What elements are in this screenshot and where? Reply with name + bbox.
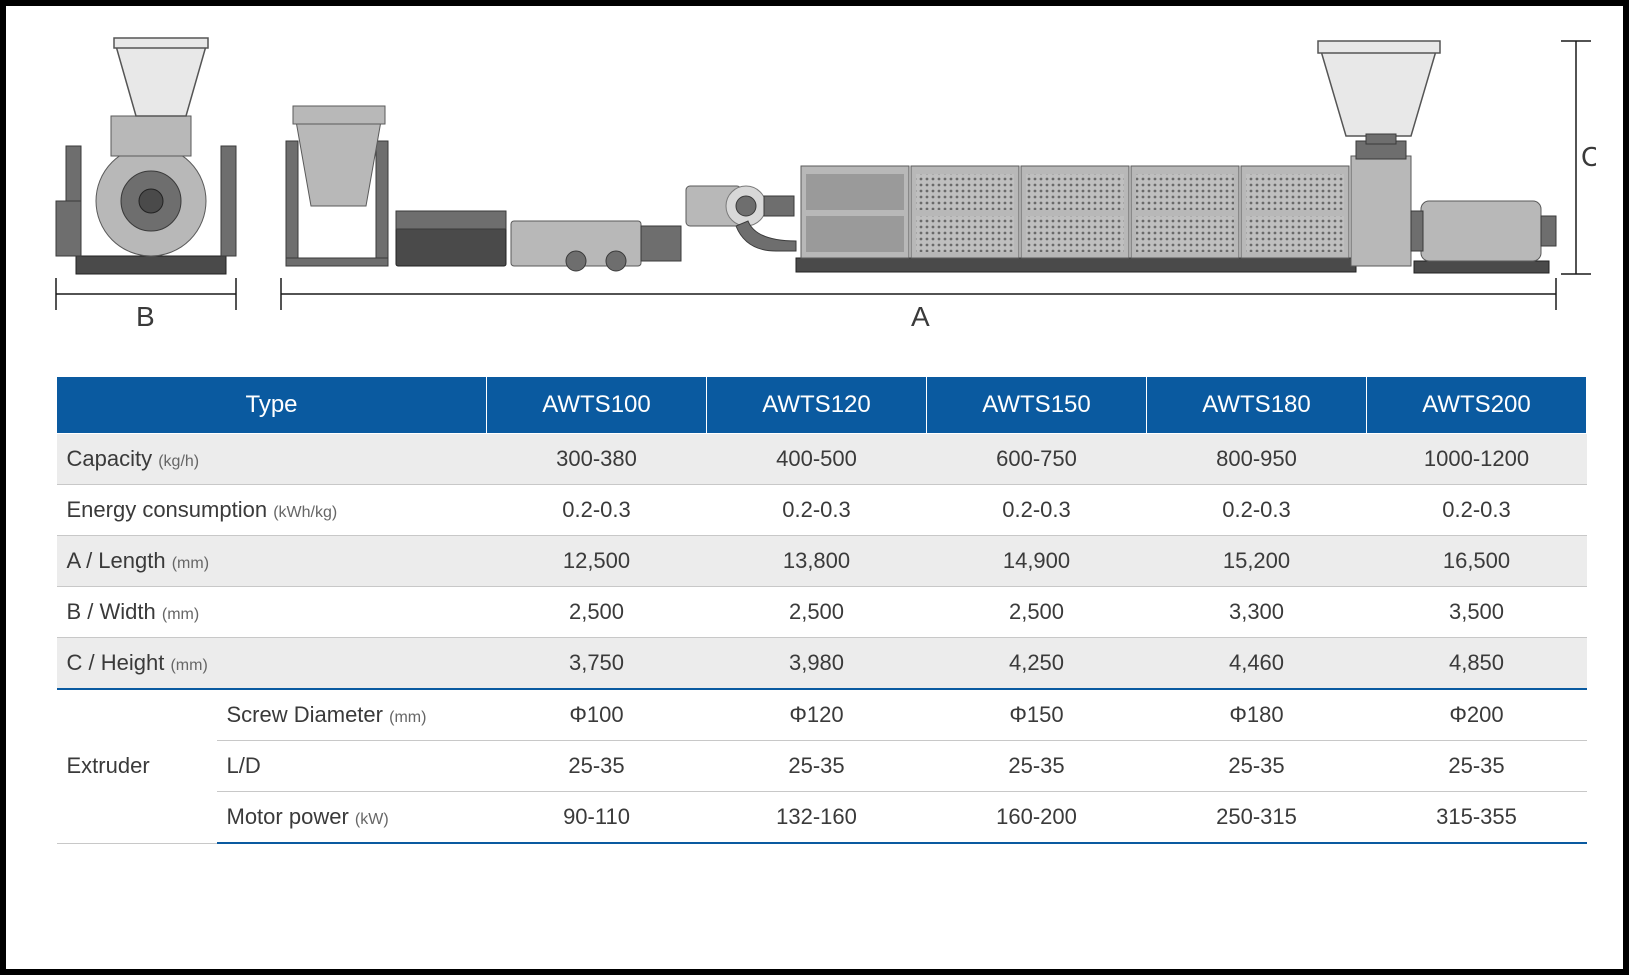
col-awts100: AWTS100 [487,377,707,434]
cell: 400-500 [707,434,927,485]
cell: 0.2-0.3 [487,485,707,536]
spec-table-wrap: Type AWTS100 AWTS120 AWTS150 AWTS180 AWT… [56,376,1573,844]
dim-b: B [56,278,236,332]
dim-a: A [281,278,1556,332]
cell: 2,500 [927,587,1147,638]
document-frame: B [0,0,1629,975]
cell: 300-380 [487,434,707,485]
cell: 25-35 [487,741,707,792]
table-row: Capacity (kg/h) 300-380 400-500 600-750 … [57,434,1587,485]
table-row: B / Width (mm) 2,500 2,500 2,500 3,300 3… [57,587,1587,638]
cell: 13,800 [707,536,927,587]
side-view [286,41,1556,273]
extruder-group-label: Extruder [57,689,217,843]
dim-label-b: B [136,301,155,332]
dim-label-a: A [911,301,930,332]
cell: 0.2-0.3 [927,485,1147,536]
table-row: A / Length (mm) 12,500 13,800 14,900 15,… [57,536,1587,587]
diagram-svg: B [36,26,1596,336]
cell: 25-35 [1367,741,1587,792]
col-awts150: AWTS150 [927,377,1147,434]
cell: 3,750 [487,638,707,690]
cell: 3,980 [707,638,927,690]
table-row: C / Height (mm) 3,750 3,980 4,250 4,460 … [57,638,1587,690]
cell: 4,250 [927,638,1147,690]
cell: 16,500 [1367,536,1587,587]
row-label: L/D [217,741,487,792]
row-label: Screw Diameter (mm) [217,689,487,741]
dim-label-c: C [1581,141,1596,172]
front-view [56,38,236,274]
cell: 0.2-0.3 [1367,485,1587,536]
col-awts180: AWTS180 [1147,377,1367,434]
row-label: C / Height (mm) [57,638,487,690]
cell: 25-35 [1147,741,1367,792]
table-header-row: Type AWTS100 AWTS120 AWTS150 AWTS180 AWT… [57,377,1587,434]
cell: 25-35 [927,741,1147,792]
table-row: Extruder Screw Diameter (mm) Φ100 Φ120 Φ… [57,689,1587,741]
machine-diagram: B [36,26,1593,336]
cell: Φ150 [927,689,1147,741]
cell: 250-315 [1147,792,1367,844]
table-row: Energy consumption (kWh/kg) 0.2-0.3 0.2-… [57,485,1587,536]
row-label: Energy consumption (kWh/kg) [57,485,487,536]
cell: 600-750 [927,434,1147,485]
cell: 800-950 [1147,434,1367,485]
cell: 160-200 [927,792,1147,844]
cell: 132-160 [707,792,927,844]
row-label: Motor power (kW) [217,792,487,844]
cell: 4,460 [1147,638,1367,690]
cell: 15,200 [1147,536,1367,587]
spec-table: Type AWTS100 AWTS120 AWTS150 AWTS180 AWT… [56,376,1587,844]
col-awts120: AWTS120 [707,377,927,434]
cell: 14,900 [927,536,1147,587]
dim-c: C [1561,41,1596,274]
cell: 4,850 [1367,638,1587,690]
table-row: Motor power (kW) 90-110 132-160 160-200 … [57,792,1587,844]
cell: 315-355 [1367,792,1587,844]
cell: 3,500 [1367,587,1587,638]
cell: Φ100 [487,689,707,741]
cell: 2,500 [707,587,927,638]
cell: 25-35 [707,741,927,792]
row-label: Capacity (kg/h) [57,434,487,485]
row-label: B / Width (mm) [57,587,487,638]
cell: 90-110 [487,792,707,844]
cell: Φ120 [707,689,927,741]
cell: 3,300 [1147,587,1367,638]
cell: Φ180 [1147,689,1367,741]
cell: 0.2-0.3 [1147,485,1367,536]
cell: 2,500 [487,587,707,638]
table-row: L/D 25-35 25-35 25-35 25-35 25-35 [57,741,1587,792]
cell: 0.2-0.3 [707,485,927,536]
cell: 1000-1200 [1367,434,1587,485]
col-type: Type [57,377,487,434]
col-awts200: AWTS200 [1367,377,1587,434]
row-label: A / Length (mm) [57,536,487,587]
cell: Φ200 [1367,689,1587,741]
cell: 12,500 [487,536,707,587]
